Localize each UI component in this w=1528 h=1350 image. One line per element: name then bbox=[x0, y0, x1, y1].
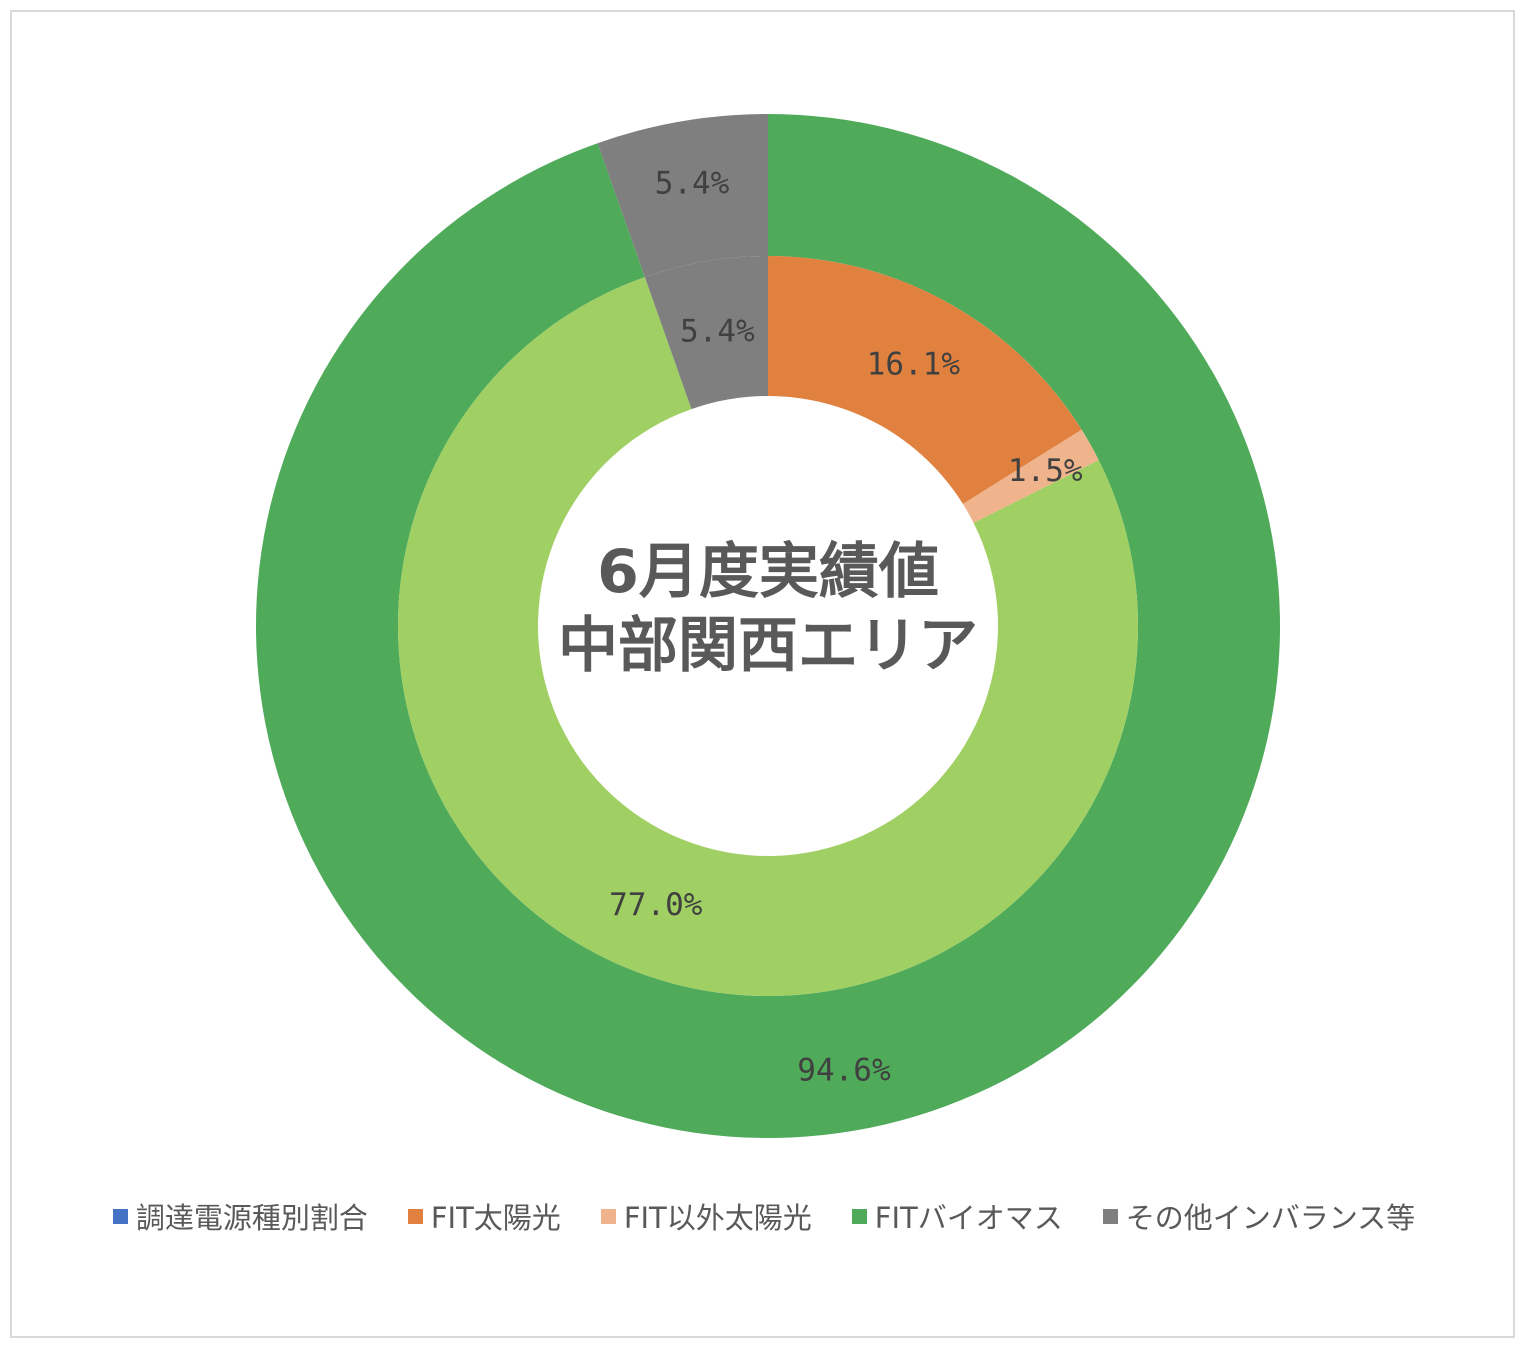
data-labels: 94.6% 5.4% 16.1% 1.5% 77.0% 5.4% bbox=[609, 165, 1083, 1088]
outer-data-label: 94.6% bbox=[797, 1053, 891, 1089]
legend-label: FIT以外太陽光 bbox=[623, 1201, 812, 1235]
legend-item: 調達電源種別割合 bbox=[112, 1195, 368, 1237]
chart-title: 6月度実績値 中部関西エリア bbox=[518, 535, 1018, 683]
legend-label: FIT太陽光 bbox=[430, 1201, 561, 1235]
outer-ring bbox=[255, 114, 1281, 1138]
inner-slice bbox=[768, 256, 1082, 504]
legend-item: その他インバランス等 bbox=[1102, 1195, 1416, 1237]
inner-ring bbox=[398, 256, 1139, 996]
legend-swatch bbox=[112, 1208, 128, 1224]
inner-slice bbox=[398, 277, 1139, 996]
outer-slice bbox=[597, 114, 768, 278]
inner-data-label: 1.5% bbox=[1008, 453, 1083, 489]
legend-item: FIT以外太陽光 bbox=[600, 1195, 812, 1237]
inner-slice bbox=[962, 429, 1099, 523]
inner-slice bbox=[644, 256, 768, 410]
legend-item: FIT太陽光 bbox=[407, 1195, 561, 1237]
inner-data-label: 5.4% bbox=[680, 313, 755, 349]
chart-title-line-2: 中部関西エリア bbox=[558, 611, 978, 681]
inner-data-label: 77.0% bbox=[609, 887, 703, 923]
legend-swatch bbox=[1102, 1208, 1118, 1224]
legend-label: FITバイオマス bbox=[874, 1201, 1063, 1235]
inner-data-label: 16.1% bbox=[867, 347, 961, 383]
legend-swatch bbox=[600, 1208, 616, 1224]
legend-swatch bbox=[851, 1208, 867, 1224]
legend: 調達電源種別割合 FIT太陽光 FIT以外太陽光 FITバイオマス その他インバ… bbox=[0, 1194, 1528, 1238]
legend-label: その他インバランス等 bbox=[1125, 1201, 1416, 1235]
legend-swatch bbox=[407, 1208, 423, 1224]
chart-title-line-1: 6月度実績値 bbox=[597, 537, 939, 607]
legend-item: FITバイオマス bbox=[851, 1195, 1063, 1237]
outer-data-label: 5.4% bbox=[655, 165, 730, 201]
legend-label: 調達電源種別割合 bbox=[135, 1201, 368, 1235]
